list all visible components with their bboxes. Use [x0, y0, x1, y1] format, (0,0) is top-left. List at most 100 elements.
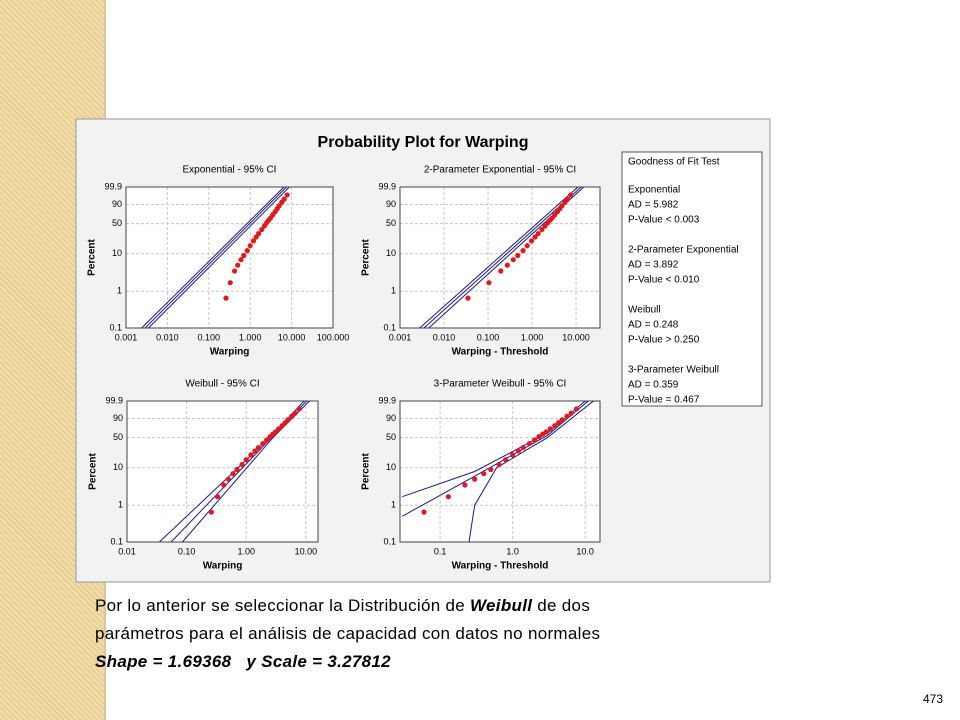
data-point: [504, 262, 510, 268]
data-point: [524, 243, 530, 249]
data-point: [250, 238, 257, 244]
data-point: [230, 471, 236, 477]
plot-area: [400, 187, 600, 328]
caption-segment: Por lo anterior se seleccionar la Distri…: [95, 596, 470, 615]
x-tick-label: 0.01: [118, 546, 136, 556]
y-tick-label: 90: [113, 413, 123, 423]
y-tick-label: 0.1: [383, 536, 396, 546]
caption-segment: de dos: [532, 596, 590, 615]
x-axis-label: Warping - Threshold: [452, 347, 549, 358]
caption-segment: Weibull: [470, 596, 533, 615]
fit-test-stat: P-Value < 0.010: [628, 275, 700, 286]
caption-segment: parámetros para el análisis de capacidad…: [95, 624, 600, 643]
data-point: [276, 203, 282, 209]
x-tick-label: 10.0: [576, 546, 594, 556]
caption-line: parámetros para el análisis de capacidad…: [95, 624, 600, 643]
data-point: [539, 226, 545, 233]
data-point: [227, 280, 233, 286]
data-point: [292, 410, 298, 416]
data-point: [285, 417, 291, 423]
data-point: [462, 482, 468, 488]
y-tick-label: 50: [113, 432, 123, 442]
data-point: [276, 426, 282, 432]
data-point: [255, 445, 261, 451]
x-tick-label: 100.000: [317, 332, 350, 342]
data-point: [260, 440, 266, 447]
x-tick-label: 0.010: [156, 332, 179, 342]
ci-line: [423, 187, 582, 328]
y-tick-label: 90: [386, 413, 396, 423]
panel-title: 2-Parameter Exponential - 95% CI: [424, 165, 576, 176]
x-axis-label: Warping - Threshold: [452, 561, 549, 572]
y-tick-label: 50: [386, 432, 396, 442]
ci-line: [148, 187, 290, 328]
plot-frame: [399, 400, 601, 543]
data-point: [573, 406, 580, 412]
data-point: [472, 476, 478, 482]
data-point: [481, 471, 487, 477]
data-point: [559, 203, 565, 209]
y-tick-label: 99.9: [104, 181, 122, 191]
fit-test-box: [621, 151, 763, 407]
x-tick-label: 10.00: [295, 546, 318, 556]
y-tick-label: 0.1: [109, 322, 122, 332]
y-tick-label: 99.9: [378, 181, 396, 191]
data-point: [259, 226, 265, 233]
data-point: [520, 248, 526, 254]
data-point: [221, 482, 227, 488]
data-point: [520, 445, 526, 451]
y-tick-label: 1: [118, 500, 123, 510]
x-axis-label: Warping: [203, 561, 243, 572]
data-point: [528, 238, 535, 244]
y-tick-label: 90: [386, 199, 396, 209]
x-tick-label: 10.000: [562, 332, 590, 342]
y-tick-label: 1: [117, 286, 122, 296]
data-point: [241, 252, 247, 259]
plot-frame: [399, 186, 601, 329]
fit-test-stat: P-Value > 0.250: [628, 335, 700, 346]
data-point: [235, 262, 241, 268]
data-point: [247, 243, 253, 249]
data-point: [248, 452, 254, 458]
y-axis-label: Percent: [361, 238, 372, 275]
data-point: [515, 252, 521, 259]
data-point: [515, 448, 521, 454]
data-point: [564, 413, 570, 419]
data-point: [264, 437, 270, 443]
data-point: [510, 452, 516, 458]
data-point: [532, 234, 538, 240]
fit-test-name: Exponential: [628, 185, 680, 196]
plot-area: [127, 401, 318, 542]
x-tick-label: 0.100: [198, 332, 221, 342]
fit-test-title: Goodness of Fit Test: [628, 157, 720, 168]
data-point: [535, 231, 541, 237]
fit-test-stat: AD = 0.359: [628, 380, 679, 391]
fit-test-name: 2-Parameter Exponential: [628, 245, 739, 256]
panel-title: Exponential - 95% CI: [183, 165, 277, 176]
data-point: [256, 231, 262, 237]
data-point: [568, 410, 574, 416]
data-point: [421, 509, 427, 515]
x-tick-label: 1.000: [521, 332, 544, 342]
x-tick-label: 1.00: [237, 546, 255, 556]
figure-title: Probability Plot for Warping: [318, 134, 529, 151]
plot-area: [126, 187, 333, 328]
y-tick-label: 10: [386, 462, 396, 472]
data-point: [239, 462, 245, 468]
data-point: [238, 257, 244, 263]
ci-line: [468, 401, 594, 542]
y-tick-label: 0.1: [110, 536, 123, 546]
plot-area: [400, 401, 600, 542]
y-tick-label: 10: [386, 248, 396, 258]
caption-line: Shape = 1.69368 y Scale = 3.27812: [95, 652, 391, 671]
data-point: [547, 426, 553, 432]
data-point: [536, 434, 542, 440]
data-point: [488, 466, 494, 473]
plot-frame: [125, 186, 334, 329]
data-point: [559, 417, 565, 423]
data-point: [465, 295, 471, 301]
data-point: [281, 196, 287, 202]
x-tick-label: 0.100: [477, 332, 500, 342]
data-point: [214, 494, 221, 500]
